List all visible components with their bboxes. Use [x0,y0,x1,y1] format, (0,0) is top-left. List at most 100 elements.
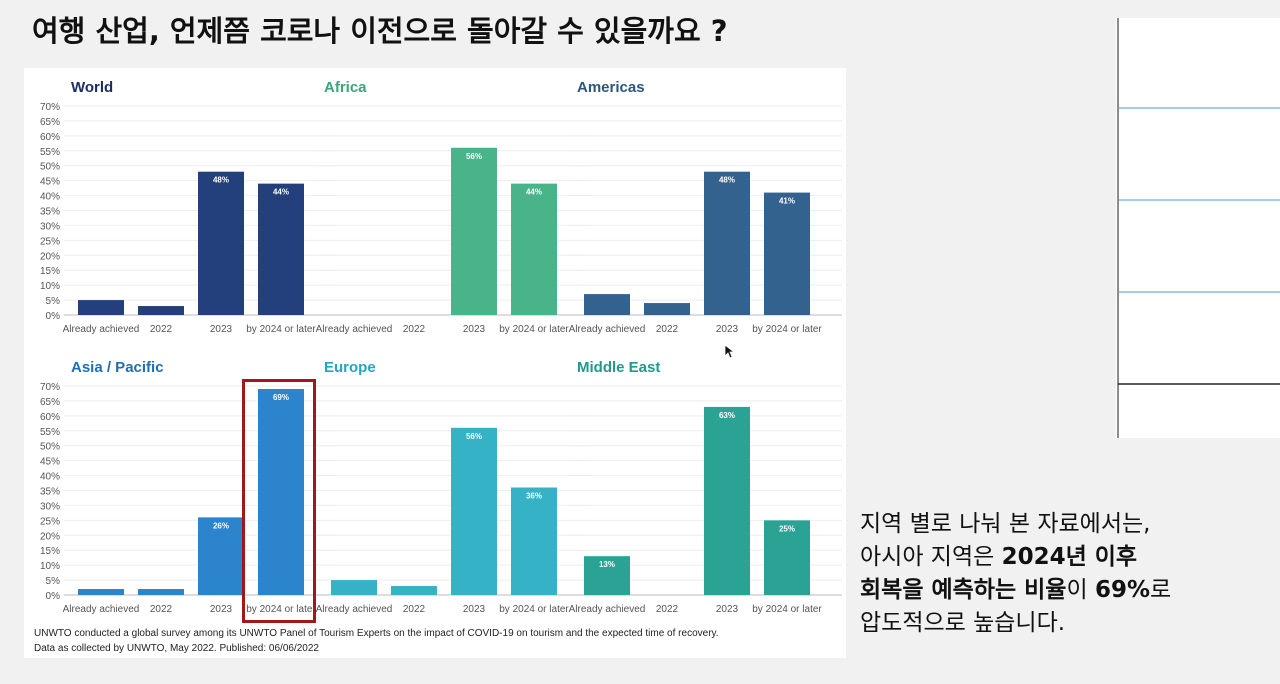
data-label: 13% [599,560,615,569]
y-tick-label: 50% [40,162,60,173]
y-tick-label: 60% [40,132,60,143]
data-label: 69% [273,393,289,402]
data-label: 63% [719,411,735,420]
data-label: 25% [779,524,795,533]
chart-title: Middle East [577,359,660,376]
caption-text: 지역 별로 나눠 본 자료에서는, 아시아 지역은 2024년 이후 회복을 예… [860,508,1270,640]
data-label: 44% [273,188,289,197]
data-label: 36% [526,492,542,501]
x-tick-label: Already achieved [63,324,140,335]
data-label: 44% [526,188,542,197]
chart-title: Africa [324,79,367,96]
caption-line-2: 아시아 지역은 2024년 이후 [860,541,1270,574]
x-tick-label: 2022 [150,604,173,615]
y-tick-label: 20% [40,531,60,542]
y-tick-label: 35% [40,207,60,218]
x-tick-label: 2023 [210,324,233,335]
caption-line-3: 회복을 예측하는 비율이 69%로 [860,574,1270,607]
bar [391,586,437,595]
x-tick-label: Already achieved [63,604,140,615]
x-tick-label: by 2024 or later [246,324,316,335]
data-label: 26% [213,521,229,530]
bar [258,388,304,595]
bar [511,183,557,315]
x-tick-label: 2022 [150,324,173,335]
bar [451,147,497,315]
x-tick-label: Already achieved [316,604,393,615]
x-tick-label: Already achieved [569,604,646,615]
y-tick-label: 40% [40,192,60,203]
y-tick-label: 10% [40,281,60,292]
y-tick-label: 10% [40,561,60,572]
side-thumbnail-strip [1116,18,1280,438]
caption-line-1: 지역 별로 나눠 본 자료에서는, [860,511,1151,537]
x-tick-label: 2022 [403,604,426,615]
caption-line-4: 압도적으로 높습니다. [860,610,1066,636]
y-tick-label: 70% [40,102,60,113]
bar [644,303,690,315]
chart-title: Americas [577,79,645,96]
x-tick-label: 2023 [463,324,486,335]
bar [704,406,750,595]
regional-recovery-charts: World 0% 5% 10% 15% 20% 25% 30% 35% 40% 45% 50% 55% 6… [40,79,842,615]
y-tick-label: 25% [40,236,60,247]
x-tick-label: 2022 [656,604,679,615]
bar [138,306,184,315]
y-tick-label: 0% [46,591,61,602]
caption-text-part: 아시아 지역은 [860,544,1002,570]
source-note: UNWTO conducted a global survey among it… [34,628,719,639]
x-tick-label: by 2024 or later [752,324,822,335]
y-tick-label: 65% [40,117,60,128]
page-title: 여행 산업, 언제쯤 코로나 이전으로 돌아갈 수 있을까요 ? [32,14,728,48]
x-tick-label: 2023 [463,604,486,615]
asia-highlight-box [242,379,316,623]
y-tick-label: 30% [40,221,60,232]
caption-bold-part: 69% [1094,577,1151,603]
x-tick-label: 2022 [656,324,679,335]
bar [451,427,497,595]
bar [584,556,630,595]
data-label: 56% [466,152,482,161]
y-tick-label: 5% [46,576,61,587]
caption-text-part: 로 [1150,577,1172,603]
chart-title: World [71,79,113,96]
chart-title: Asia / Pacific [71,359,164,376]
caption-text-part: 이 [1066,577,1095,603]
y-tick-label: 20% [40,251,60,262]
bar [258,183,304,315]
bar [198,171,244,315]
y-tick-label: 55% [40,147,60,158]
bar [511,487,557,595]
x-tick-label: by 2024 or later [499,604,569,615]
y-tick-label: 25% [40,516,60,527]
y-tick-label: 35% [40,487,60,498]
y-tick-label: 30% [40,501,60,512]
bar [331,580,377,595]
y-tick-label: 45% [40,177,60,188]
bar [764,520,810,595]
data-label: 56% [466,432,482,441]
y-tick-label: 60% [40,412,60,423]
x-tick-label: 2022 [403,324,426,335]
bar [78,300,124,315]
mouse-cursor-icon [724,344,736,359]
y-tick-label: 5% [46,296,61,307]
source-date: Data as collected by UNWTO, May 2022. Pu… [34,643,319,654]
y-tick-label: 0% [46,311,61,322]
caption-bold-part: 회복을 예측하는 비율 [860,577,1067,603]
y-tick-label: 40% [40,472,60,483]
y-tick-label: 50% [40,442,60,453]
bar [704,171,750,315]
bar [764,192,810,315]
y-tick-label: 65% [40,397,60,408]
x-tick-label: by 2024 or later [499,324,569,335]
bar [198,517,244,595]
bar [138,589,184,595]
y-tick-label: 70% [40,382,60,393]
y-tick-label: 15% [40,266,60,277]
y-tick-label: 55% [40,427,60,438]
x-tick-label: 2023 [210,604,233,615]
x-tick-label: Already achieved [569,324,646,335]
x-tick-label: by 2024 or later [752,604,822,615]
chart-title: Europe [324,359,376,376]
